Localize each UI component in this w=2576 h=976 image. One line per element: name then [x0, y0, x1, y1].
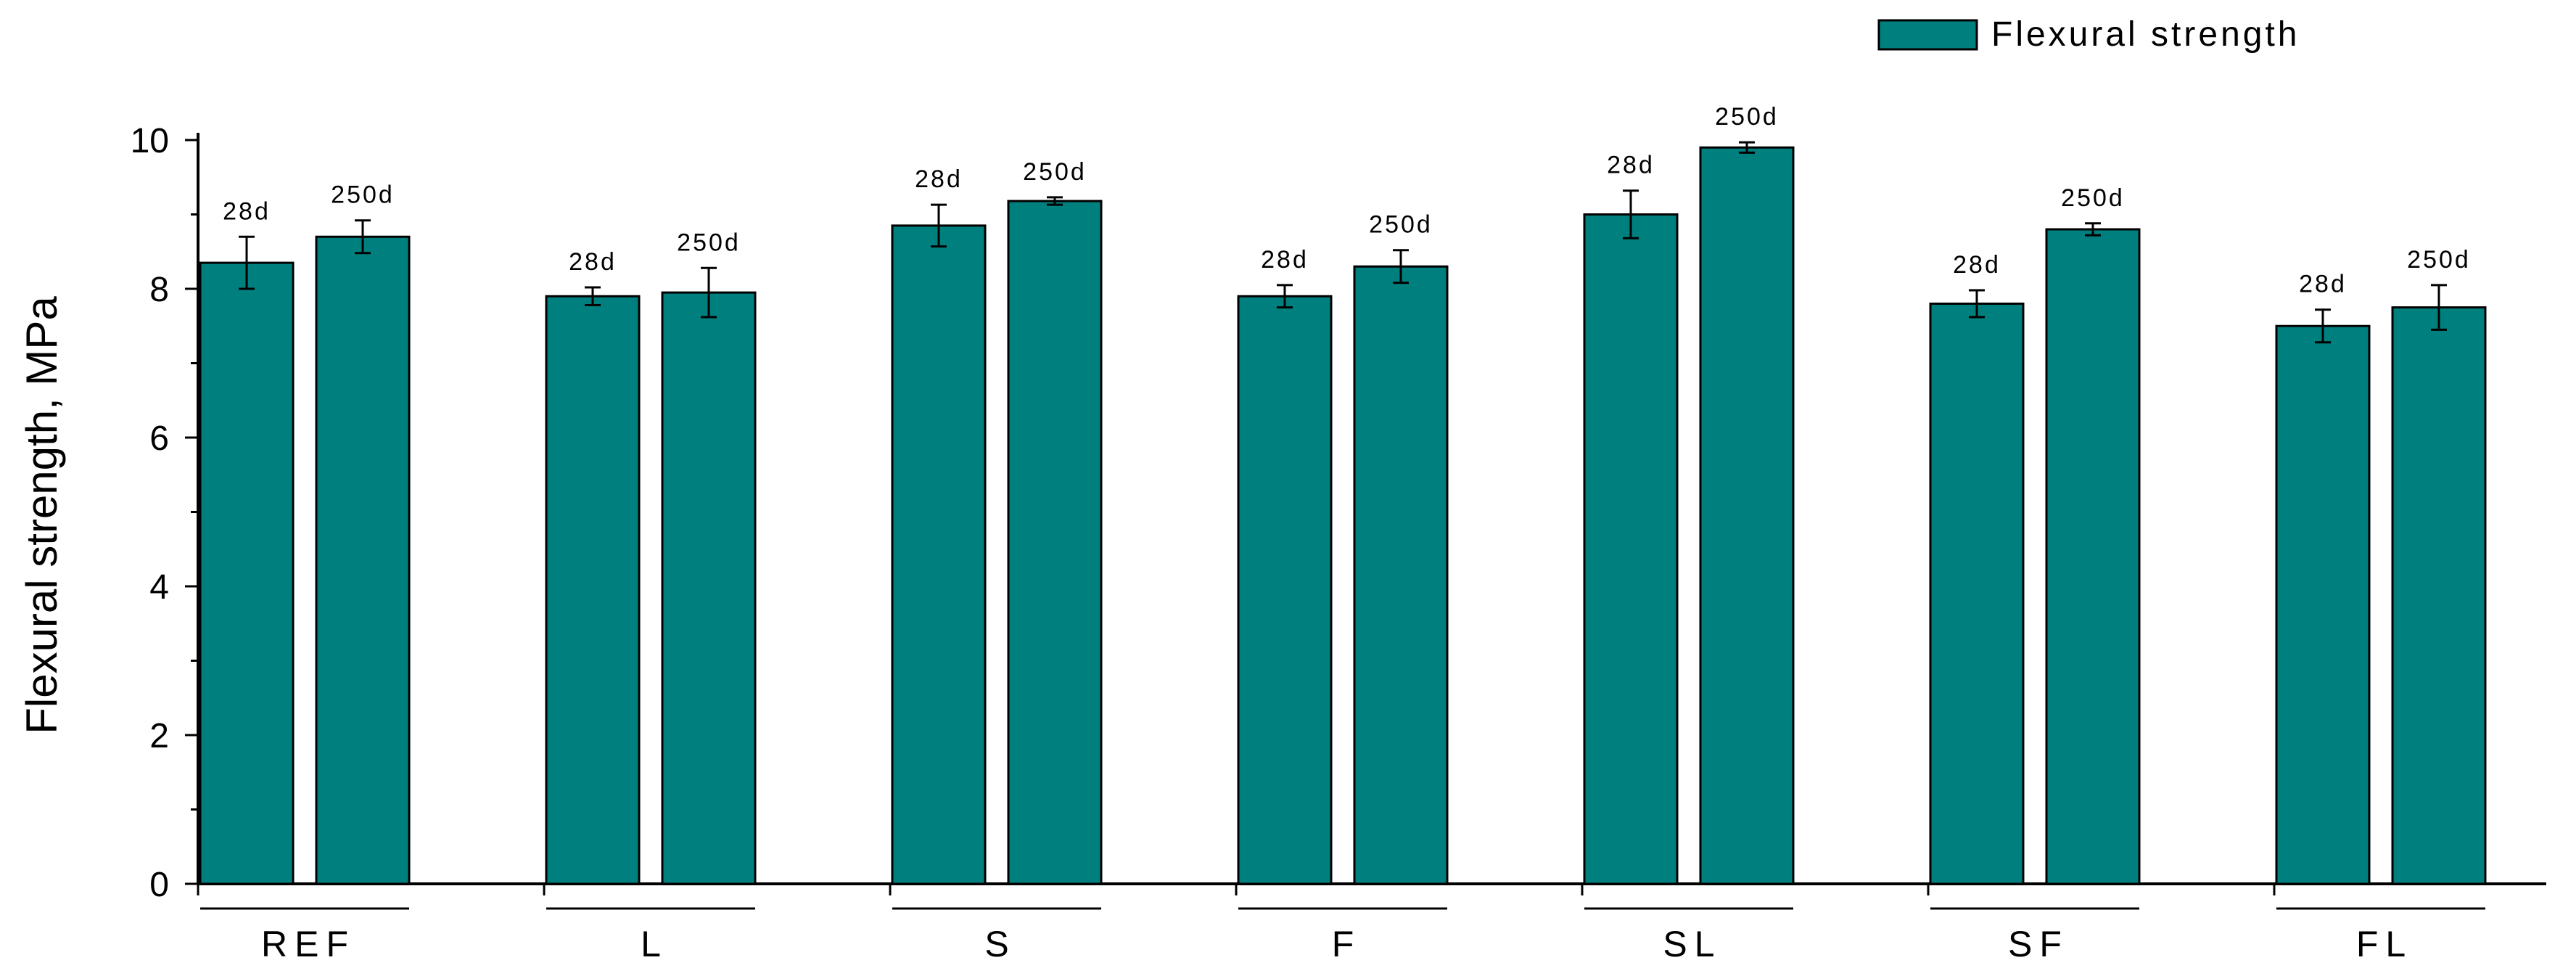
- y-tick-label: 0: [149, 866, 169, 904]
- bar-l-28d: [545, 295, 641, 885]
- legend-swatch: [1877, 19, 1978, 51]
- y-tick-label: 6: [149, 419, 169, 458]
- group-label-f: F: [1332, 924, 1362, 964]
- bar-age-label: 250d: [1369, 211, 1433, 239]
- group-label-sf: SF: [2008, 924, 2069, 964]
- bar-age-label: 28d: [569, 248, 617, 276]
- bar-fl-250d: [2391, 306, 2487, 885]
- bar-s-250d: [1007, 200, 1103, 885]
- bar-s-28d: [891, 224, 987, 885]
- bar-fl-28d: [2275, 324, 2371, 885]
- bar-age-label: 250d: [331, 181, 395, 209]
- y-tick-label: 4: [149, 568, 169, 607]
- bar-age-label: 250d: [2061, 184, 2125, 212]
- bar-sl-28d: [1583, 213, 1679, 885]
- bar-ref-250d: [315, 235, 411, 885]
- bar-sf-28d: [1929, 303, 2025, 885]
- bar-ref-28d: [199, 261, 295, 885]
- legend-label: Flexural strength: [1991, 15, 2300, 54]
- bar-age-label: 28d: [915, 165, 963, 193]
- bar-age-label: 28d: [223, 197, 271, 225]
- group-label-s: S: [984, 924, 1016, 964]
- bar-age-label: 28d: [1607, 152, 1655, 179]
- bar-age-label: 250d: [2407, 246, 2471, 274]
- group-label-ref: REF: [261, 924, 355, 964]
- group-label-l: L: [641, 924, 668, 964]
- y-tick-label: 8: [149, 271, 169, 309]
- group-label-sl: SL: [1663, 924, 1721, 964]
- plot-area: 0 2 4 6 8 10 28d 250d REF 28d 250d L 28d 250d S 28d 250d…: [131, 103, 2546, 964]
- bar-age-label: 250d: [677, 229, 741, 256]
- bar-age-label: 28d: [2299, 271, 2347, 298]
- bar-sl-250d: [1699, 146, 1795, 885]
- bar-age-label: 250d: [1715, 103, 1779, 131]
- bar-sf-250d: [2045, 228, 2141, 885]
- bar-f-250d: [1353, 265, 1449, 885]
- bar-f-28d: [1237, 295, 1333, 885]
- legend: Flexural strength: [1877, 15, 2300, 54]
- bar-age-label: 28d: [1953, 251, 2001, 279]
- y-tick-label: 10: [131, 122, 169, 160]
- group-label-fl: FL: [2356, 924, 2413, 964]
- bar-age-label: 250d: [1023, 158, 1087, 186]
- y-axis-title: Flexural strength, MPa: [17, 296, 66, 734]
- bar-age-label: 28d: [1261, 246, 1309, 274]
- y-tick-label: 2: [149, 717, 169, 755]
- bar-l-250d: [661, 291, 757, 885]
